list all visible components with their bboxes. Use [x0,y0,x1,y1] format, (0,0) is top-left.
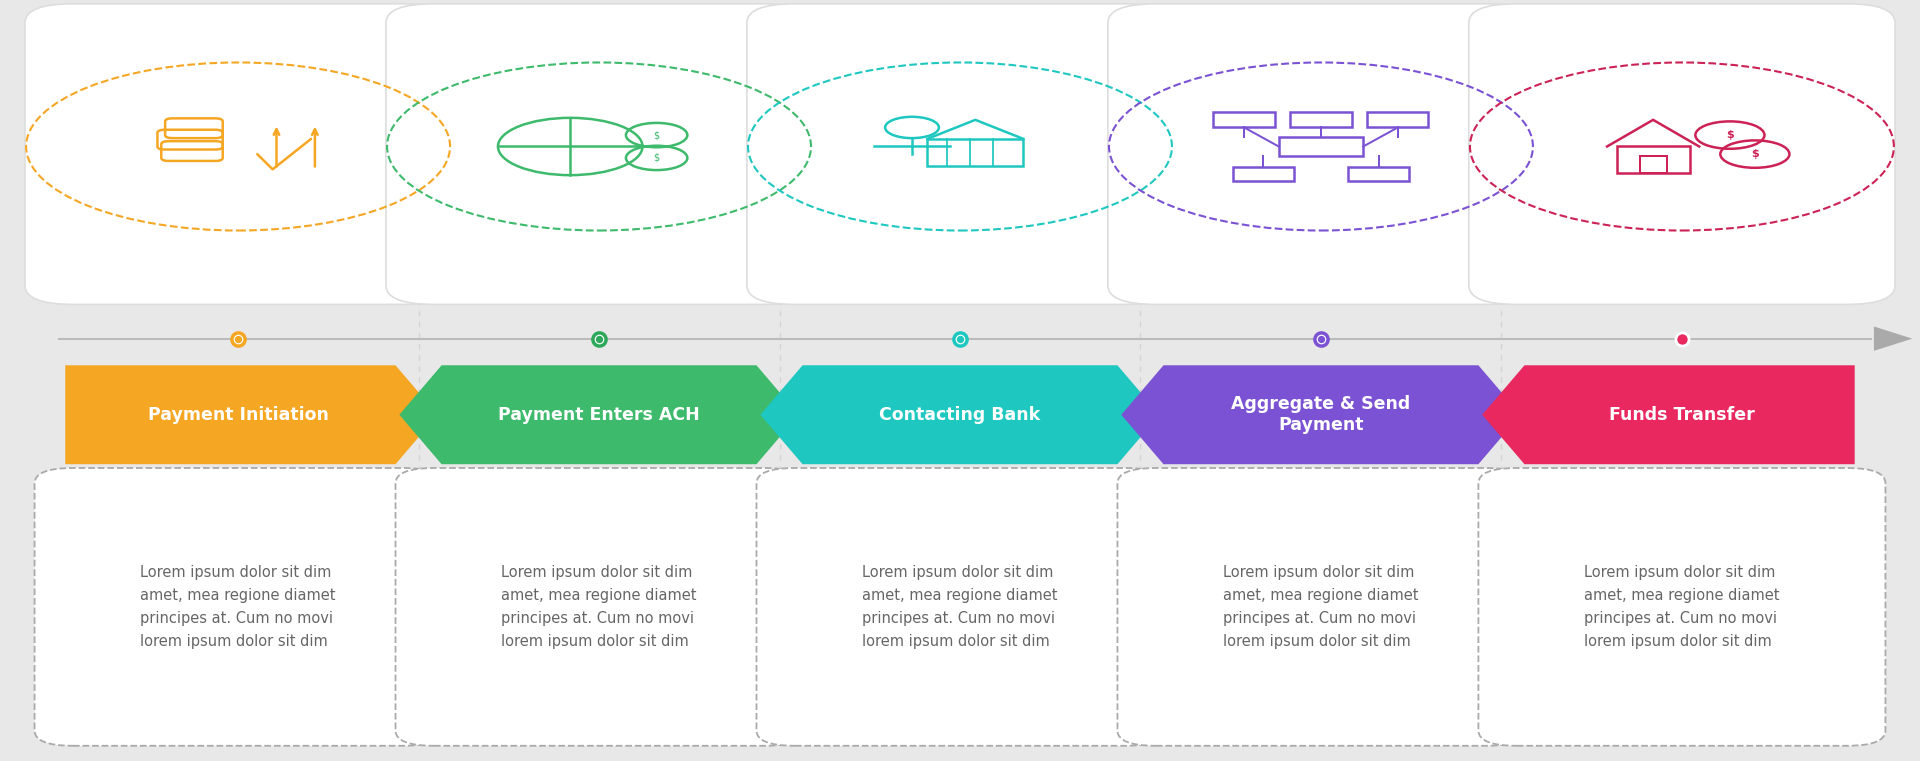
Point [223,333,253,345]
FancyBboxPatch shape [386,4,812,304]
Bar [927,139,1023,166]
Text: Aggregate & Send
Payment: Aggregate & Send Payment [1231,395,1411,435]
Text: $: $ [653,130,660,140]
Text: Lorem ipsum dolor sit dim
amet, mea regione diamet
principes at. Cum no movi
lor: Lorem ipsum dolor sit dim amet, mea regi… [862,565,1058,648]
Point [1306,333,1336,345]
Bar [1279,137,1363,156]
Bar [1348,167,1409,181]
FancyBboxPatch shape [1478,468,1885,746]
Text: Lorem ipsum dolor sit dim
amet, mea regione diamet
principes at. Cum no movi
lor: Lorem ipsum dolor sit dim amet, mea regi… [1584,565,1780,648]
Text: Payment Enters ACH: Payment Enters ACH [497,406,701,424]
Text: $: $ [1751,149,1759,159]
Point [945,333,975,345]
FancyBboxPatch shape [396,468,803,746]
FancyBboxPatch shape [35,468,442,746]
Bar [1640,157,1667,174]
Bar [1617,147,1690,174]
Point [945,333,975,345]
Text: Contacting Bank: Contacting Bank [879,406,1041,424]
Point [1667,333,1697,345]
Point [1306,333,1336,345]
FancyBboxPatch shape [756,468,1164,746]
FancyBboxPatch shape [25,4,451,304]
Bar [1290,112,1352,127]
Text: Lorem ipsum dolor sit dim
amet, mea regione diamet
principes at. Cum no movi
lor: Lorem ipsum dolor sit dim amet, mea regi… [140,565,336,648]
Bar [1367,112,1428,127]
FancyBboxPatch shape [1469,4,1895,304]
Polygon shape [1482,365,1855,464]
Point [223,333,253,345]
Bar [1233,167,1294,181]
FancyBboxPatch shape [1108,4,1534,304]
Point [584,333,614,345]
Polygon shape [1874,326,1912,351]
Point [584,333,614,345]
Text: Payment Initiation: Payment Initiation [148,406,328,424]
Text: $: $ [653,153,660,163]
FancyBboxPatch shape [747,4,1173,304]
Bar [1213,112,1275,127]
Polygon shape [65,365,438,464]
FancyBboxPatch shape [1117,468,1524,746]
Text: $: $ [1726,130,1734,140]
Polygon shape [1121,365,1521,464]
Text: Lorem ipsum dolor sit dim
amet, mea regione diamet
principes at. Cum no movi
lor: Lorem ipsum dolor sit dim amet, mea regi… [1223,565,1419,648]
Text: Funds Transfer: Funds Transfer [1609,406,1755,424]
Text: Lorem ipsum dolor sit dim
amet, mea regione diamet
principes at. Cum no movi
lor: Lorem ipsum dolor sit dim amet, mea regi… [501,565,697,648]
Polygon shape [760,365,1160,464]
Polygon shape [399,365,799,464]
